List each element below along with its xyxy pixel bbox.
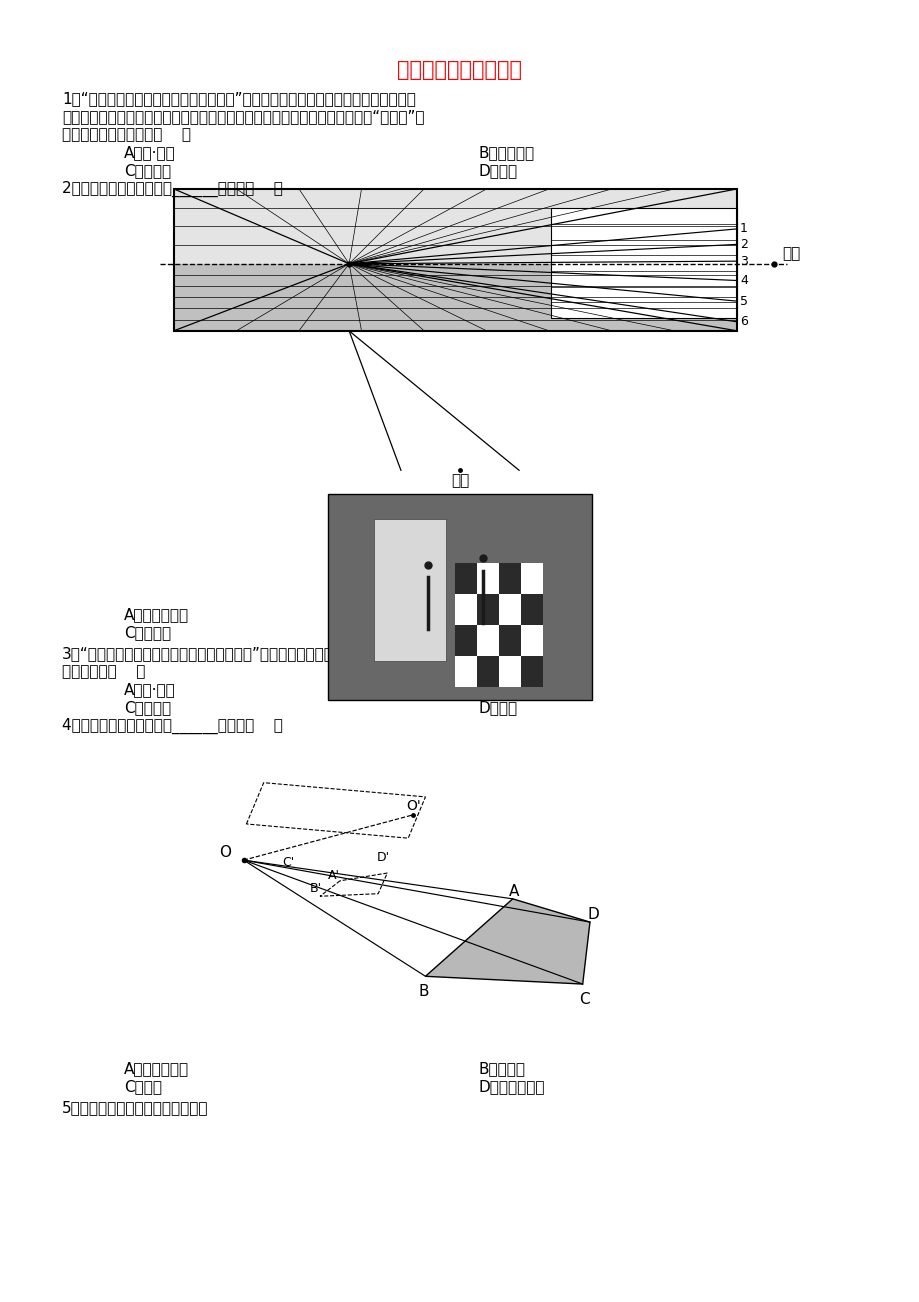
Text: A．射影几何学: A．射影几何学 — [123, 607, 188, 622]
Bar — [498, 564, 520, 594]
Text: 视点: 视点 — [450, 473, 469, 488]
Text: 6: 6 — [739, 315, 747, 328]
Bar — [498, 594, 520, 625]
Text: B．素描: B．素描 — [478, 607, 516, 622]
Text: B．透视学: B．透视学 — [478, 1061, 525, 1077]
Text: D．平面几何学: D．平面几何学 — [478, 625, 544, 641]
Text: 要功绩是大量地应用了欧几里得几何学的原理，抓住了透视学的关键，提出了“没影点”的: 要功绩是大量地应用了欧几里得几何学的原理，抓住了透视学的关键，提出了“没影点”的 — [62, 109, 424, 124]
Text: D': D' — [377, 852, 390, 865]
Text: D．丢勒: D．丢勒 — [478, 700, 516, 715]
Bar — [455, 564, 477, 594]
Bar — [328, 493, 591, 700]
Text: C．拉斐尔: C．拉斐尔 — [123, 700, 171, 715]
Bar — [520, 564, 542, 594]
Text: 5．利用透视学原理画自己的房间．: 5．利用透视学原理画自己的房间． — [62, 1100, 209, 1116]
Bar — [477, 564, 498, 594]
Bar — [174, 189, 736, 331]
Bar — [477, 594, 498, 625]
Text: A．达·芬奇: A．达·芬奇 — [123, 682, 176, 697]
Text: B．阿尔贝蒂: B．阿尔贝蒂 — [478, 145, 534, 160]
Bar — [455, 656, 477, 687]
Bar — [550, 208, 736, 318]
Bar — [455, 594, 477, 625]
Text: A．达·芬奇: A．达·芬奇 — [123, 145, 176, 160]
Text: 4．下面的作图方法利用了______原理．（    ）: 4．下面的作图方法利用了______原理．（ ） — [62, 719, 282, 734]
Text: 5: 5 — [739, 294, 747, 307]
Polygon shape — [174, 264, 736, 331]
Bar — [520, 625, 542, 656]
Text: C．透视学: C．透视学 — [123, 625, 171, 641]
Text: 思想．这位伟大人物是（    ）: 思想．这位伟大人物是（ ） — [62, 126, 191, 142]
Text: 1．“做一个合格的画家首先要精通几何学”，是由《绘画》一书的作者提出的，他的重: 1．“做一个合格的画家首先要精通几何学”，是由《绘画》一书的作者提出的，他的重 — [62, 91, 415, 105]
Text: C': C' — [282, 857, 294, 870]
Text: D: D — [587, 906, 599, 922]
Polygon shape — [425, 898, 589, 984]
Bar — [520, 594, 542, 625]
Bar — [520, 656, 542, 687]
Text: D．丢勒: D．丢勒 — [478, 163, 516, 178]
Text: C: C — [579, 992, 589, 1006]
Text: 2: 2 — [739, 238, 747, 251]
Text: A': A' — [327, 870, 339, 883]
Text: 2．下图所示的作品利用了______原理．（    ）: 2．下图所示的作品利用了______原理．（ ） — [62, 181, 282, 198]
Text: C．素描: C．素描 — [123, 1079, 162, 1095]
Text: 贡献，他是（    ）: 贡献，他是（ ） — [62, 664, 145, 678]
Text: 3: 3 — [739, 255, 747, 268]
Text: 1: 1 — [739, 223, 747, 236]
Text: B: B — [418, 984, 428, 1000]
Text: C．拉斐尔: C．拉斐尔 — [123, 163, 171, 178]
Text: O': O' — [406, 799, 421, 812]
Text: D．射影几何学: D．射影几何学 — [478, 1079, 544, 1095]
Text: 投影画与射影几何练习: 投影画与射影几何练习 — [397, 60, 522, 79]
Polygon shape — [174, 189, 736, 264]
Text: B．阿尔贝蒂: B．阿尔贝蒂 — [478, 682, 534, 697]
Bar — [498, 625, 520, 656]
Text: 4: 4 — [739, 273, 747, 286]
Text: 距点: 距点 — [782, 246, 800, 260]
Bar — [477, 625, 498, 656]
Bar — [477, 656, 498, 687]
Bar — [373, 519, 446, 661]
Text: 3．“欣赏我的作品的人，没有一个不是数学家”，这句名言的作者对透视学作出了最大: 3．“欣赏我的作品的人，没有一个不是数学家”，这句名言的作者对透视学作出了最大 — [62, 646, 415, 661]
Text: A: A — [509, 884, 519, 898]
Text: B': B' — [309, 881, 322, 894]
Bar — [498, 656, 520, 687]
Text: A．平面几何学: A．平面几何学 — [123, 1061, 188, 1077]
Bar — [455, 625, 477, 656]
Text: O: O — [220, 845, 232, 859]
